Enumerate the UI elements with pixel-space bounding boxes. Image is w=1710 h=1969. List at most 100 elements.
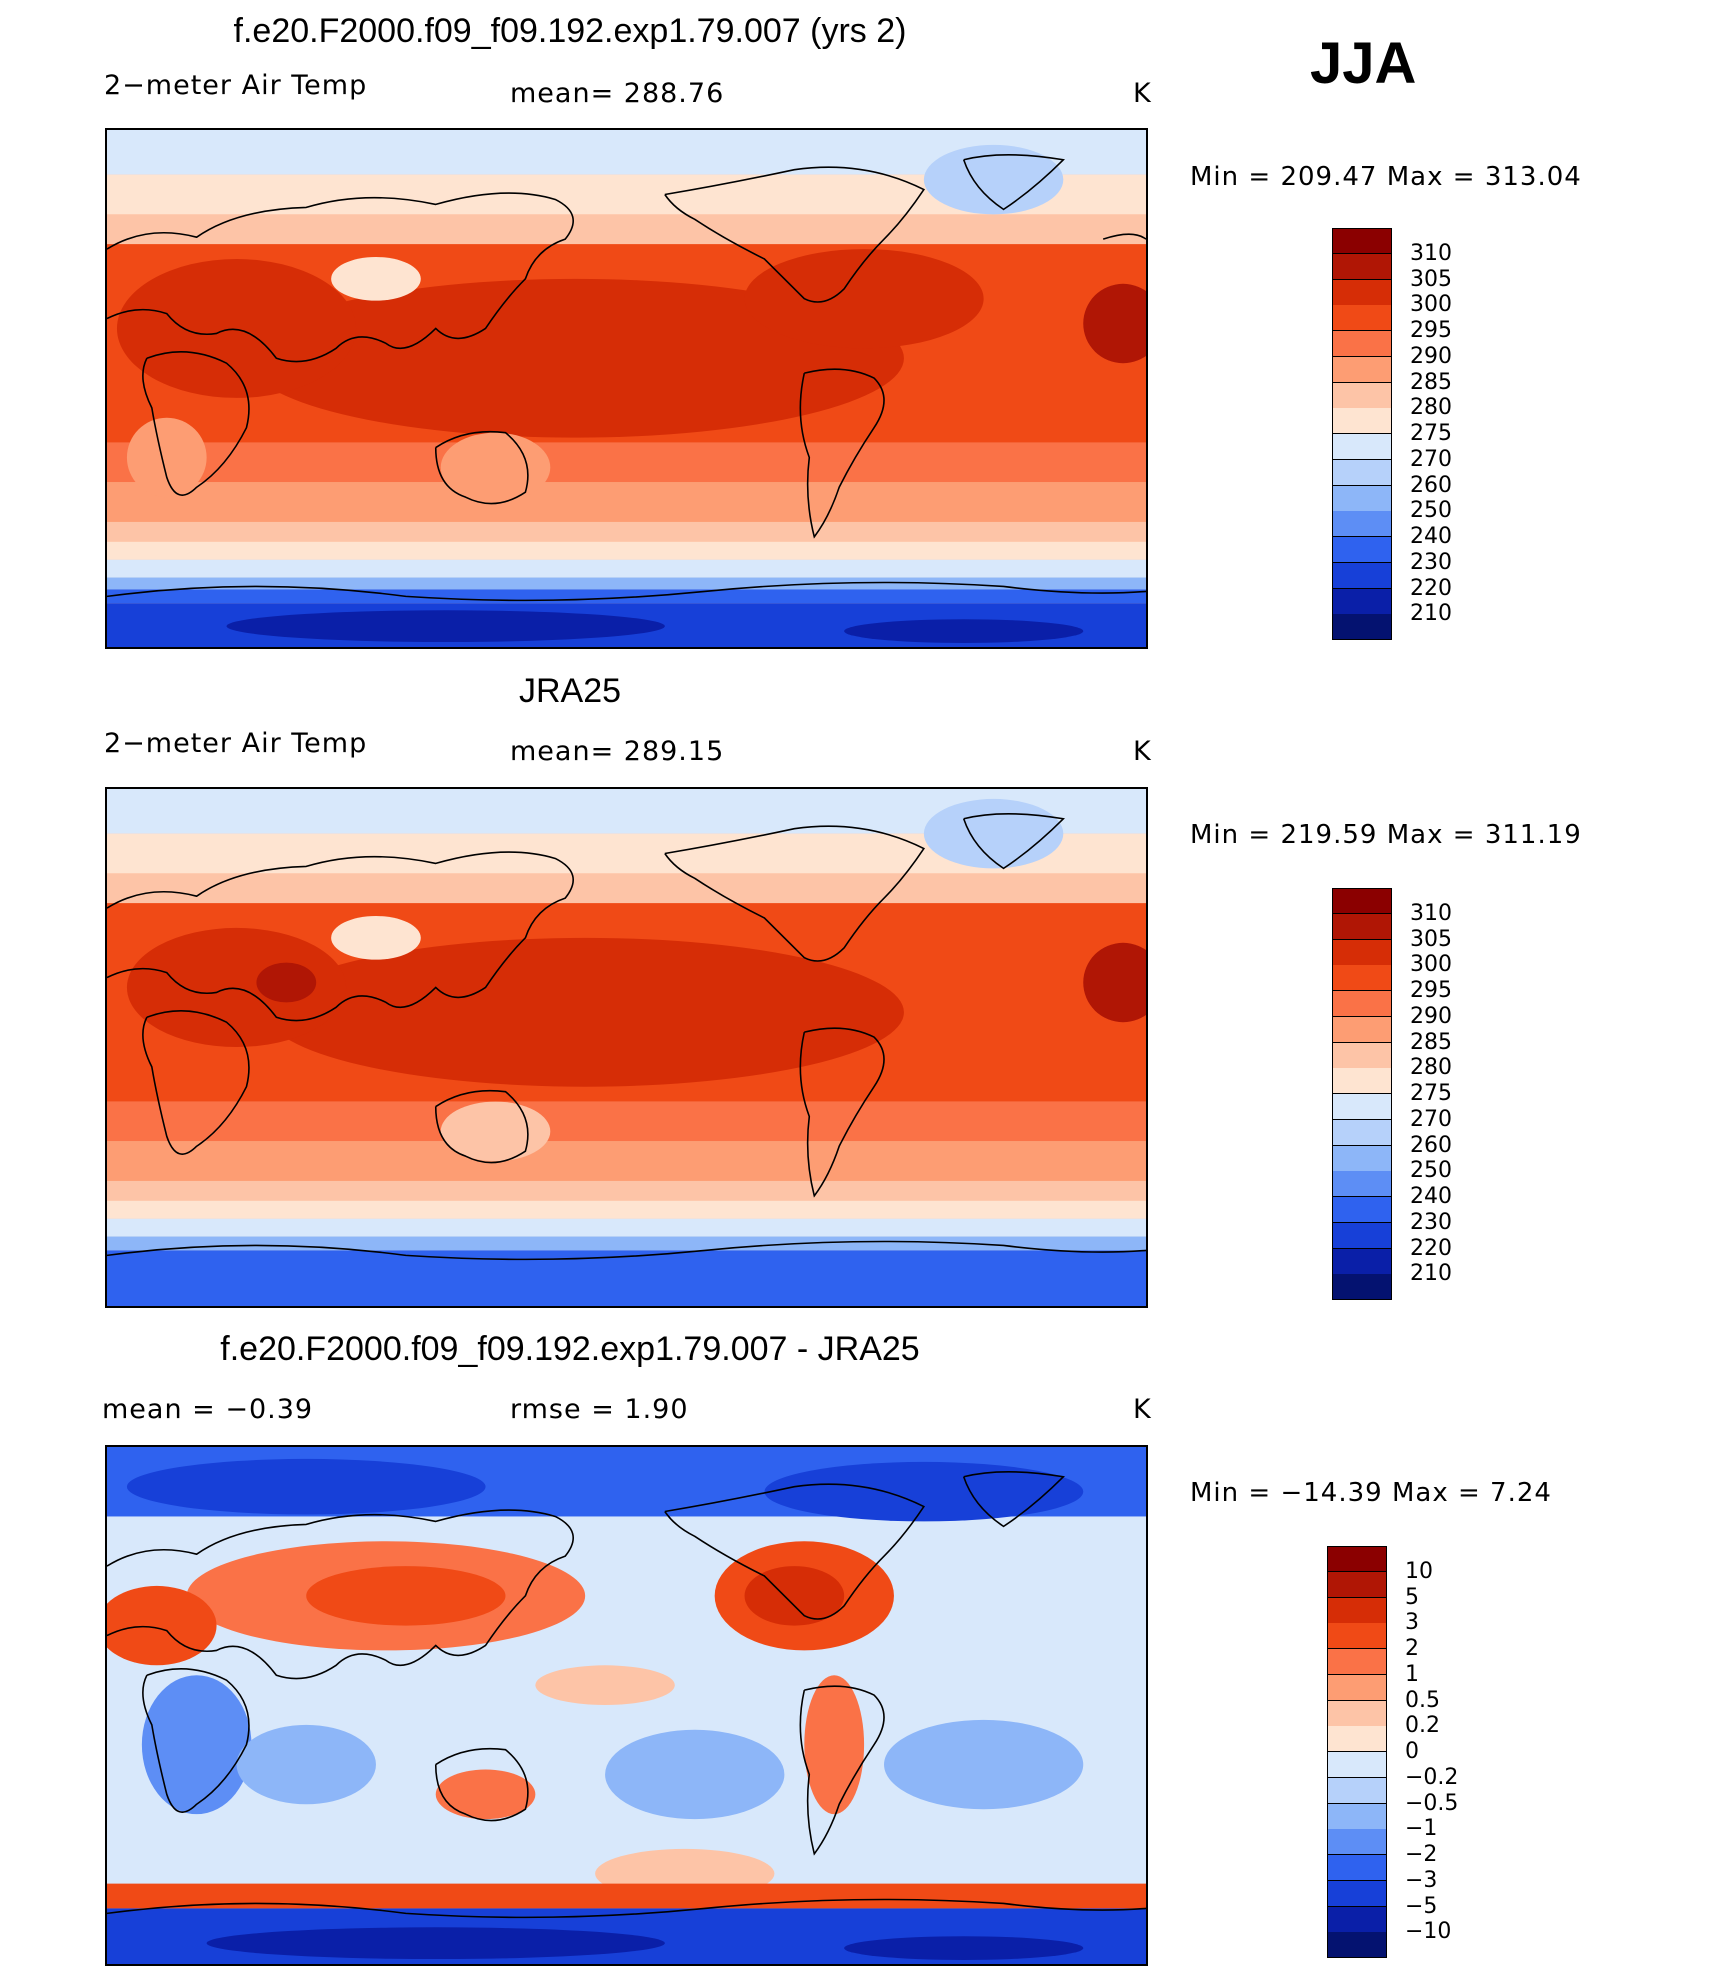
colorbar-tick-label: −10 [1405,1919,1452,1945]
colorbar-tick-label: 275 [1410,421,1452,446]
colorbar-tick-label: 250 [1410,498,1452,524]
colorbar-tick-label: −0.5 [1405,1790,1459,1816]
colorbar-tick-label: 270 [1410,1106,1452,1132]
colorbar-tick-label: 300 [1410,292,1452,318]
colorbar-tick-label: 260 [1410,1132,1452,1158]
colorbar-swatch [1332,253,1392,280]
panel-2-map [105,787,1148,1308]
colorbar-tick-label: 230 [1410,549,1452,575]
colorbar-swatch [1327,1726,1387,1753]
colorbar-tick-label: −0.2 [1405,1764,1459,1790]
colorbar-swatch [1332,1119,1392,1146]
colorbar-swatch [1332,939,1392,966]
colorbar-swatch [1327,1700,1387,1727]
panel-3-units: K [1133,1394,1152,1425]
colorbar-swatch [1327,1571,1387,1598]
colorbar-swatch [1327,1906,1387,1933]
panel-1-map-field [107,130,1146,647]
colorbar-swatch [1332,356,1392,383]
colorbar-tick-label: 2 [1405,1636,1419,1661]
panel-2-units: K [1133,736,1152,767]
colorbar-tick-label: −3 [1405,1867,1438,1893]
colorbar-swatch [1327,1597,1387,1624]
colorbar-tick-label: 0.2 [1405,1713,1440,1739]
panel-1-units: K [1133,78,1152,109]
panel-1-mean-label: mean= 288.76 [510,78,725,109]
colorbar-tick-label: 275 [1410,1081,1452,1106]
panel-2-variable-label: 2−meter Air Temp [104,728,368,759]
colorbar-swatch [1332,991,1392,1017]
colorbar-tick-label: 230 [1410,1209,1452,1235]
colorbar-swatch [1327,1880,1387,1907]
colorbar-tick-label: 305 [1410,926,1452,952]
colorbar-swatch [1332,588,1392,615]
colorbar-swatch [1332,1068,1392,1095]
colorbar-swatch [1327,1649,1387,1675]
colorbar-tick-label: 295 [1410,318,1452,343]
colorbar-swatch [1332,1094,1392,1120]
colorbar-tick-label: 305 [1410,266,1452,292]
colorbar-tick-label: 3 [1405,1610,1419,1636]
colorbar-tick-label: 240 [1410,1184,1452,1209]
colorbar-swatch [1332,382,1392,409]
colorbar-tick-label: −2 [1405,1842,1438,1867]
colorbar-tick-label: 210 [1410,601,1452,627]
colorbar-swatch [1332,331,1392,357]
colorbar-swatch [1332,1248,1392,1275]
colorbar-tick-label: 10 [1405,1558,1433,1584]
colorbar-swatch [1332,537,1392,563]
panel-2-min-max: Min = 219.59 Max = 311.19 [1190,820,1582,850]
panel-1-map [105,128,1148,649]
colorbar-swatch [1327,1829,1387,1856]
panel-3-rmse-label: rmse = 1.90 [510,1394,689,1425]
panel-2-coastlines [107,813,1146,1261]
colorbar-tick-label: 0 [1405,1739,1419,1764]
panel-3-map [105,1445,1148,1966]
colorbar-tick-label: 5 [1405,1584,1419,1610]
colorbar-tick-label: 295 [1410,978,1452,1003]
colorbar-swatch [1332,279,1392,306]
colorbar-swatch [1332,485,1392,512]
colorbar-tick-label: 210 [1410,1261,1452,1287]
colorbar-swatch [1327,1855,1387,1881]
colorbar-tick-label: 0.5 [1405,1687,1440,1713]
colorbar-swatch [1332,459,1392,486]
colorbar-swatch [1327,1752,1387,1778]
colorbar-tick-label: 260 [1410,472,1452,498]
colorbar-tick-label: 240 [1410,524,1452,549]
colorbar-swatch [1327,1546,1387,1572]
colorbar-tick-label: −5 [1405,1893,1438,1919]
colorbar-swatch [1332,1197,1392,1223]
colorbar-swatch [1327,1623,1387,1650]
panel-2-title: JRA25 [518,672,622,710]
colorbar-swatch [1327,1674,1387,1701]
panel-1-min-max: Min = 209.47 Max = 313.04 [1190,162,1582,192]
colorbar-swatch [1332,511,1392,538]
colorbar-swatch [1332,913,1392,940]
panel-3-min-max: Min = −14.39 Max = 7.24 [1190,1478,1552,1508]
colorbar-tick-label: 1 [1405,1661,1419,1687]
panel-1-coastlines [107,154,1146,602]
panel-3-mean-label: mean = −0.39 [102,1394,314,1425]
colorbar-swatch [1332,965,1392,992]
colorbar-tick-label: 250 [1410,1158,1452,1184]
panel-2-map-field [107,789,1146,1306]
colorbar-tick-label: 220 [1410,575,1452,601]
colorbar-tick-label: 290 [1410,1003,1452,1029]
panel-1-variable-label: 2−meter Air Temp [104,70,368,101]
colorbar-tick-label: 220 [1410,1235,1452,1261]
colorbar-swatch [1332,434,1392,460]
colorbar-swatch [1332,305,1392,332]
colorbar-swatch [1332,228,1392,254]
colorbar-swatch [1332,1016,1392,1043]
panel-3-title: f.e20.F2000.f09_f09.192.exp1.79.007 - JR… [220,1330,920,1368]
colorbar-swatch [1332,408,1392,435]
colorbar-swatch [1332,1171,1392,1198]
panel-2-mean-label: mean= 289.15 [510,736,725,767]
colorbar-tick-label: 310 [1410,900,1452,926]
colorbar-swatch [1332,888,1392,914]
colorbar-swatch [1332,1042,1392,1069]
colorbar-tick-label: 285 [1410,1029,1452,1055]
panel-3-map-field [107,1447,1146,1964]
colorbar-tick-label: 310 [1410,240,1452,266]
